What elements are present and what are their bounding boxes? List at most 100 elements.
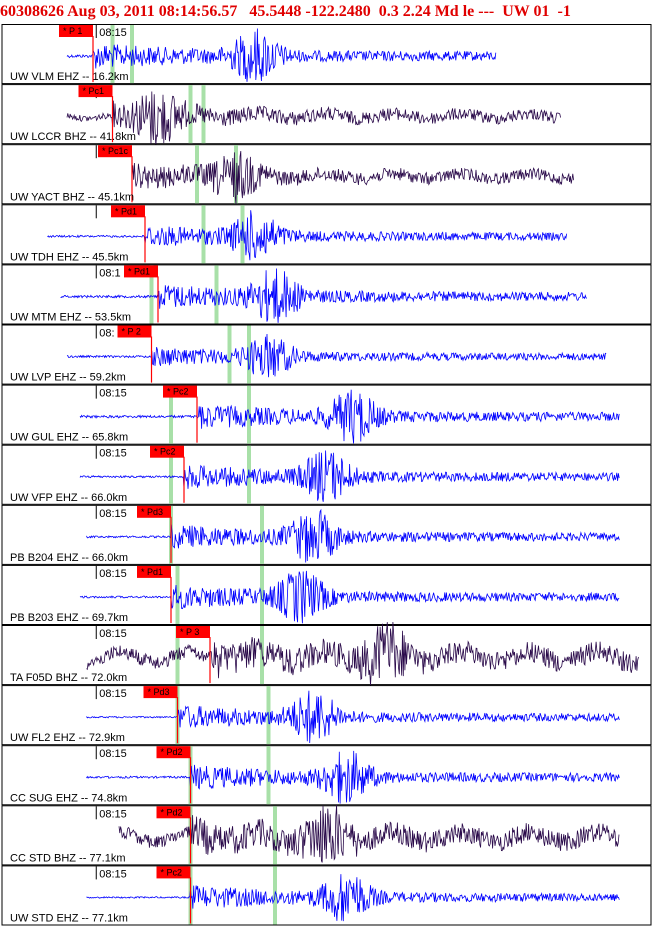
phase-marker xyxy=(110,25,115,84)
trace-panel[interactable]: * Pd1 UW TDH EHZ -- 45.5km xyxy=(1,204,652,265)
station-label: PB B204 EHZ -- 66.0km xyxy=(10,552,128,564)
phase-marker xyxy=(149,265,154,324)
trace-panel[interactable]: 08:15 * Pd1 PB B203 EHZ -- 69.7km xyxy=(1,564,652,626)
event-extra: -1 xyxy=(557,3,571,20)
pick-flag[interactable] xyxy=(137,505,171,518)
station-label: UW VLM EHZ -- 16.2km xyxy=(10,71,129,83)
trace-panel[interactable]: 08: * P 2 UW LVP EHZ -- 59.2km xyxy=(1,324,652,385)
trace-panel[interactable]: * Pc1c UW YACT BHZ -- 45.1km xyxy=(1,144,652,205)
station-label: UW YACT BHZ -- 45.1km xyxy=(10,191,134,203)
panel-frame xyxy=(1,384,652,445)
phase-marker xyxy=(188,85,193,144)
time-mark-label: 08:15 xyxy=(99,388,127,400)
waveform-line xyxy=(79,570,620,624)
trace-panel[interactable]: 08:15 * Pd3 PB B204 EHZ -- 66.0km xyxy=(1,504,652,565)
waveform-line xyxy=(66,28,497,82)
panel-frame xyxy=(1,865,652,926)
station-label: TA F05D BHZ -- 72.0km xyxy=(10,672,127,684)
pick-flag[interactable] xyxy=(143,686,178,699)
trace-panel[interactable]: 08:15 * P 3 TA F05D BHZ -- 72.0km xyxy=(1,621,652,687)
phase-marker xyxy=(175,565,180,624)
trace-panel[interactable]: 08:1 * Pd1 UW MTM EHZ -- 53.5km xyxy=(1,264,652,325)
event-review: le --- xyxy=(462,3,495,20)
trace-panel[interactable]: 08:15 * Pd3 UW FL2 EHZ -- 72.9km xyxy=(1,685,652,746)
pick-label: * Pd1 xyxy=(128,266,150,276)
phase-marker xyxy=(201,205,206,264)
time-mark-label: 08:15 xyxy=(99,568,127,580)
trace-panel[interactable]: 08:15 * Pc2 UW VFP EHZ -- 66.0km xyxy=(1,444,652,505)
waveform-line xyxy=(86,508,620,563)
panel-frame xyxy=(1,24,652,85)
event-header: 60308626 Aug 03, 2011 08:14:56.57 45.544… xyxy=(0,0,653,24)
pick-label: * Pc2 xyxy=(154,447,176,457)
trace-panel[interactable]: 08:15 * P 1 UW VLM EHZ -- 16.2km xyxy=(1,24,652,85)
pick-flag[interactable] xyxy=(111,205,145,218)
time-mark-label: 08:15 xyxy=(99,868,127,880)
event-id: 60308626 xyxy=(0,3,64,20)
phase-marker xyxy=(169,445,173,504)
trace-panel[interactable]: 08:15 * Pc2 UW STD EHZ -- 77.1km xyxy=(1,865,652,926)
event-mag-type: Md xyxy=(434,3,459,20)
time-mark-label: 08: xyxy=(99,328,114,340)
station-label: UW FL2 EHZ -- 72.9km xyxy=(10,732,125,744)
panel-frame xyxy=(1,745,652,806)
pick-flag[interactable] xyxy=(137,565,171,578)
pick-label: * Pd2 xyxy=(161,807,183,817)
station-label: UW LCCR BHZ -- 41.8km xyxy=(10,131,136,143)
time-mark-label: 08:15 xyxy=(99,628,127,640)
phase-marker xyxy=(234,145,238,204)
pick-label: * Pd3 xyxy=(148,687,170,697)
trace-panel[interactable]: 08:15 * Pd2 CC SUG EHZ -- 74.8km xyxy=(1,745,652,806)
pick-flag[interactable] xyxy=(59,25,93,37)
phase-marker xyxy=(260,505,264,564)
phase-marker xyxy=(227,325,232,384)
pick-flag[interactable] xyxy=(117,325,152,338)
station-label: UW TDH EHZ -- 45.5km xyxy=(10,251,128,263)
time-mark-label: 08:1 xyxy=(99,267,120,279)
event-time: 08:14:56.57 xyxy=(158,3,238,20)
pick-flag[interactable] xyxy=(156,806,191,819)
station-label: UW GUL EHZ -- 65.8km xyxy=(10,432,128,444)
waveform-line xyxy=(86,874,620,922)
pick-flag[interactable] xyxy=(98,145,132,158)
phase-marker xyxy=(260,565,264,624)
event-magnitude: 2.24 xyxy=(402,3,431,20)
pick-label: * Pd3 xyxy=(141,507,163,517)
pick-label: * Pd2 xyxy=(161,747,183,757)
waveform-line xyxy=(60,268,588,323)
waveform-line xyxy=(47,210,568,261)
time-mark-label: 08:15 xyxy=(99,808,127,820)
waveform-line xyxy=(66,333,607,378)
pick-label: * P 2 xyxy=(122,327,141,337)
trace-panel[interactable]: 08:15 * Pc2 UW GUL EHZ -- 65.8km xyxy=(1,384,652,445)
time-mark-label: 08:15 xyxy=(99,688,127,700)
waveform-line xyxy=(79,389,620,444)
trace-panel[interactable]: 08:15 * Pd2 CC STD BHZ -- 77.1km xyxy=(1,804,652,866)
pick-flag[interactable] xyxy=(124,265,158,278)
phase-marker xyxy=(273,806,277,865)
pick-label: * Pd1 xyxy=(141,567,163,577)
time-mark-label: 08:15 xyxy=(99,508,127,520)
pick-flag[interactable] xyxy=(156,866,191,879)
pick-flag[interactable] xyxy=(156,746,191,759)
pick-label: * P 3 xyxy=(180,627,199,637)
time-mark-label: 08:15 xyxy=(99,748,127,760)
waveform-line xyxy=(66,91,561,147)
pick-flag[interactable] xyxy=(150,445,184,458)
pick-flag[interactable] xyxy=(78,85,113,98)
pick-flag[interactable] xyxy=(176,626,210,638)
waveform-line xyxy=(86,621,639,687)
station-label: UW STD EHZ -- 77.1km xyxy=(10,913,128,925)
waveform-line xyxy=(131,150,574,204)
event-lon: -122.2480 xyxy=(305,3,371,20)
phase-marker xyxy=(169,385,173,444)
waveform-line xyxy=(79,450,620,502)
event-depth: 0.3 xyxy=(378,3,399,20)
pick-flag[interactable] xyxy=(163,385,197,398)
pick-label: * Pc2 xyxy=(167,387,189,397)
waveform-line xyxy=(118,804,620,863)
waveform-line xyxy=(86,690,620,744)
time-mark-label: 08:15 xyxy=(99,27,127,39)
